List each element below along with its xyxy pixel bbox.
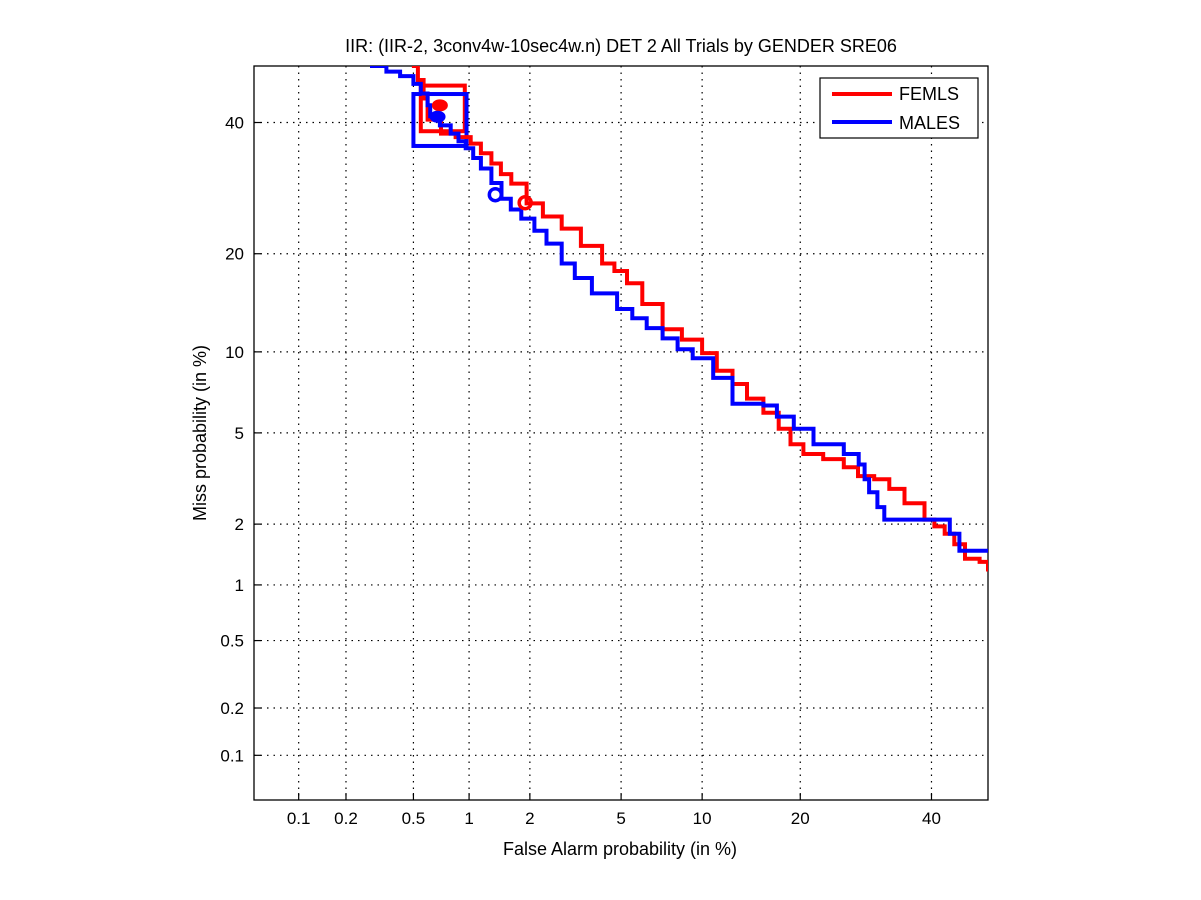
x-tick-label: 2 [525,809,534,828]
x-tick-label: 10 [693,809,712,828]
y-tick-label: 10 [225,343,244,362]
min-dcf-marker-males [429,110,446,123]
actual-dcf-marker-males [487,186,504,203]
y-tick-label: 0.2 [220,699,244,718]
x-axis-title: False Alarm probability (in %) [503,839,737,859]
markers [429,99,533,211]
x-tick-label: 5 [616,809,625,828]
actual-dcf-marker-femls [517,194,533,211]
y-tick-label: 2 [235,515,244,534]
legend-box [819,77,979,139]
legend-label-femls: FEMLS [899,84,959,104]
y-tick-label: 0.5 [220,632,244,651]
y-tick-label: 20 [225,245,244,264]
legend: FEMLS MALES [819,77,979,139]
series [370,66,988,572]
min-dcf-marker-femls [431,99,448,112]
y-tick-label: 5 [235,424,244,443]
legend-label-males: MALES [899,113,960,133]
grid [254,66,988,800]
axis-ticks: 0.1 0.2 0.5 1 2 5 10 20 40 0.1 0.2 0.5 1 2 5 10 20 40 [220,114,941,828]
y-axis-title: Miss probability (in %) [190,345,210,521]
x-tick-label: 0.1 [287,809,311,828]
min-dcf-box-males [411,92,469,148]
x-tick-label: 40 [922,809,941,828]
x-tick-label: 0.5 [402,809,426,828]
series-line-males [370,66,988,553]
x-tick-label: 0.2 [334,809,358,828]
y-tick-label: 1 [235,576,244,595]
y-tick-label: 0.1 [220,746,244,765]
x-tick-label: 20 [791,809,810,828]
x-tick-label: 1 [464,809,473,828]
y-tick-label: 40 [225,114,244,133]
chart-title: IIR: (IIR-2, 3conv4w-10sec4w.n) DET 2 Al… [345,36,897,56]
